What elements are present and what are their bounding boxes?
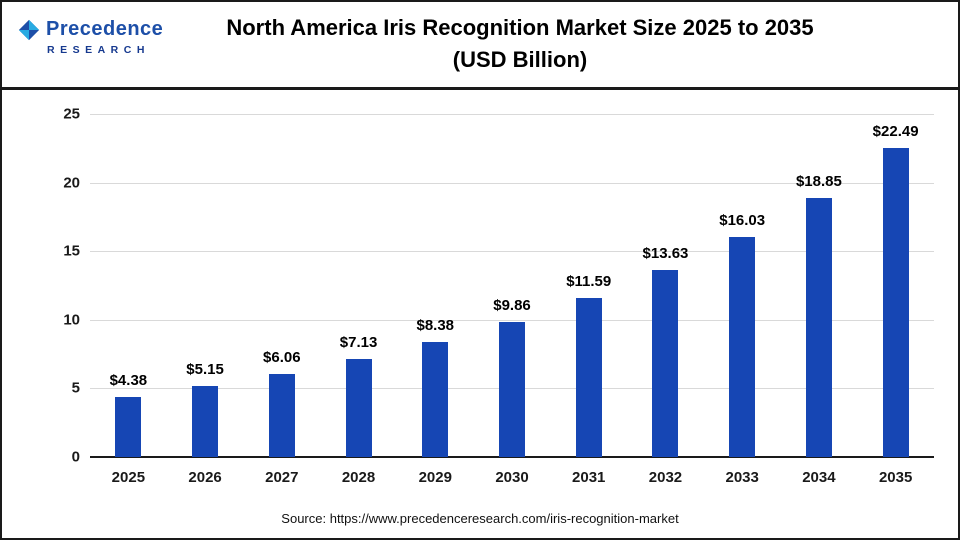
x-axis-line <box>90 456 934 458</box>
bar-2034 <box>805 198 832 457</box>
bar-value-label: $13.63 <box>642 245 689 262</box>
plot-area: $4.38 $5.15 $6.06 $7.13 $8.38 $9.86 $11.59 $13.… <box>90 114 934 458</box>
bar-2030 <box>499 321 525 457</box>
bar-value-label: $8.38 <box>416 317 455 335</box>
bar-2031 <box>575 298 602 457</box>
bar-2025 <box>115 396 142 457</box>
y-tick-label: 20 <box>63 174 80 192</box>
y-tick-label: 0 <box>71 448 80 466</box>
y-axis: 0 5 10 15 20 25 <box>32 106 80 466</box>
y-tick-label: 5 <box>71 379 80 397</box>
bar-value-label: $16.03 <box>719 212 766 230</box>
bar-value-label: $22.49 <box>872 123 919 141</box>
logo-name: Precedence <box>46 18 164 40</box>
x-tick-label: 2027 <box>265 469 299 486</box>
source-text: Source: https://www.precedenceresearch.c… <box>281 511 679 526</box>
gridline <box>90 319 934 321</box>
bar-value-label: $6.06 <box>263 348 301 366</box>
bar-2027 <box>268 373 295 457</box>
bar-value-label: $11.59 <box>566 273 612 290</box>
gridline <box>90 182 934 184</box>
bar-2028 <box>345 359 372 457</box>
header: Precedence RESEARCH North America Iris R… <box>2 2 958 90</box>
bar-value-label: $7.13 <box>339 334 378 352</box>
bar-2032 <box>652 270 679 457</box>
chart-title-line1: North America Iris Recognition Market Si… <box>226 15 814 40</box>
chart-title-line2: (USD Billion) <box>452 47 588 72</box>
x-tick-label: 2035 <box>878 469 913 486</box>
x-tick-label: 2032 <box>648 469 683 486</box>
x-tick-label: 2031 <box>572 469 606 486</box>
y-tick-label: 25 <box>63 105 80 123</box>
y-tick-label: 15 <box>63 242 80 260</box>
bar-value-label: $9.86 <box>493 296 531 314</box>
gridline <box>90 114 934 115</box>
bar-2026 <box>192 386 219 457</box>
bar-2033 <box>729 237 756 457</box>
x-tick-label: 2026 <box>188 469 222 486</box>
y-tick-label: 10 <box>63 311 80 329</box>
x-tick-label: 2030 <box>495 469 529 486</box>
x-tick-label: 2034 <box>802 469 836 486</box>
bar-2035 <box>882 148 909 457</box>
bar-2029 <box>422 342 449 457</box>
x-tick-label: 2025 <box>111 469 146 486</box>
x-tick-label: 2028 <box>341 469 376 486</box>
x-tick-label: 2029 <box>418 469 452 486</box>
gridline <box>90 251 934 253</box>
bar-value-label: $18.85 <box>795 173 842 191</box>
logo-diamond-icon <box>18 19 40 40</box>
logo: Precedence RESEARCH <box>18 18 163 56</box>
x-axis: 2025 2026 2027 2028 2029 2030 2031 2032 2033 2034… <box>90 459 934 493</box>
bar-value-label: $5.15 <box>186 361 224 379</box>
x-tick-label: 2033 <box>725 469 759 486</box>
bar-value-label: $4.38 <box>109 371 148 389</box>
chart-title: North America Iris Recognition Market Si… <box>142 12 898 76</box>
logo-subtitle: RESEARCH <box>47 44 150 56</box>
